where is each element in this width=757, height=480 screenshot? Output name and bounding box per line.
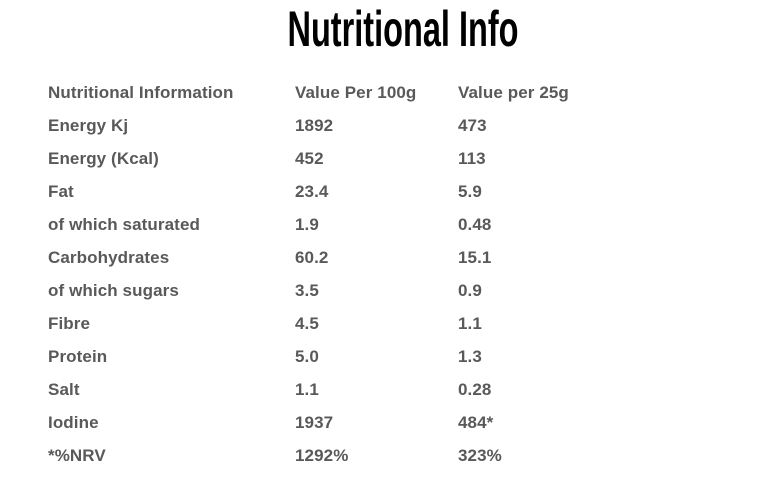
row-label-nrv: *%NRV xyxy=(48,446,106,465)
column-header-value-per-100g: Value Per 100g xyxy=(295,83,417,102)
row-label-energy-kcal: Energy (Kcal) xyxy=(48,149,159,168)
nutrition-table: Nutritional Information Value Per 100g V… xyxy=(48,76,608,472)
row-label-of-which-saturated: of which saturated xyxy=(48,215,200,234)
value-25g-nrv: 323% xyxy=(458,446,502,465)
value-100g-of-which-saturated: 1.9 xyxy=(295,215,319,234)
page-header: Nutritional Info xyxy=(0,0,757,62)
row-label-fibre: Fibre xyxy=(48,314,91,333)
title-canvas: Nutritional Info xyxy=(288,1,519,57)
value-100g-of-which-sugars: 3.5 xyxy=(295,281,319,300)
value-25g-fat: 5.9 xyxy=(458,182,482,201)
row-label-fat: Fat xyxy=(48,182,74,201)
row-label-carbohydrates: Carbohydrates xyxy=(48,248,170,267)
value-100g-protein: 5.0 xyxy=(295,347,319,366)
column-header-value-per-25g: Value per 25g xyxy=(458,83,569,102)
value-25g-carbohydrates: 15.1 xyxy=(458,248,492,267)
value-100g-iodine: 1937 xyxy=(295,413,334,432)
value-100g-fibre: 4.5 xyxy=(295,314,319,333)
value-25g-protein: 1.3 xyxy=(458,347,482,366)
value-100g-carbohydrates: 60.2 xyxy=(295,248,329,267)
row-label-iodine: Iodine xyxy=(48,413,99,432)
row-label-of-which-sugars: of which sugars xyxy=(48,281,179,300)
value-25g-salt: 0.28 xyxy=(458,380,492,399)
value-100g-salt: 1.1 xyxy=(295,380,319,399)
value-25g-of-which-sugars: 0.9 xyxy=(458,281,482,300)
value-100g-nrv: 1292% xyxy=(295,446,349,465)
value-25g-of-which-saturated: 0.48 xyxy=(458,215,492,234)
value-25g-iodine: 484* xyxy=(458,413,494,432)
value-100g-energy-kj: 1892 xyxy=(295,116,334,135)
value-25g-energy-kcal: 113 xyxy=(458,149,486,168)
value-100g-fat: 23.4 xyxy=(295,182,329,201)
row-label-salt: Salt xyxy=(48,380,80,399)
value-25g-energy-kj: 473 xyxy=(458,116,487,135)
row-label-energy-kj: Energy Kj xyxy=(48,116,129,135)
row-label-protein: Protein xyxy=(48,347,108,366)
value-100g-energy-kcal: 452 xyxy=(295,149,324,168)
page-title: Nutritional Info xyxy=(288,1,519,57)
value-25g-fibre: 1.1 xyxy=(458,314,482,333)
column-header-nutritional-information: Nutritional Information xyxy=(48,83,234,102)
